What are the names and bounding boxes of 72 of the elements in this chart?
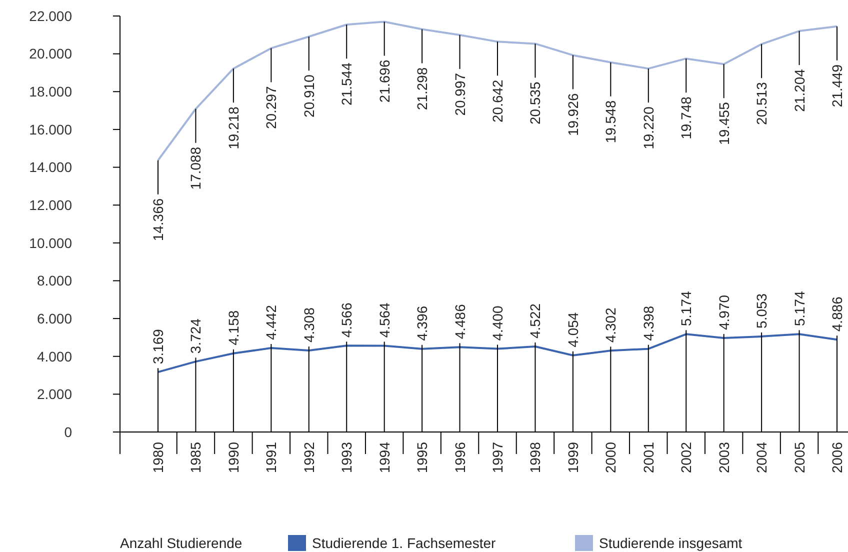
data-label: 21.449 <box>829 64 845 108</box>
data-label: 4.400 <box>490 306 506 341</box>
data-label: 19.548 <box>602 100 619 144</box>
data-label: 4.396 <box>414 306 430 341</box>
x-tick-label: 2005 <box>791 442 808 474</box>
data-label: 19.748 <box>678 96 694 140</box>
y-tick-label: 2.000 <box>36 386 72 402</box>
x-tick-label: 2000 <box>602 442 619 474</box>
data-label: 19.218 <box>225 106 242 150</box>
x-tick-label: 2002 <box>678 442 694 474</box>
x-tick-label: 2006 <box>829 442 845 474</box>
data-label: 4.886 <box>829 296 845 332</box>
data-label: 4.564 <box>376 302 392 338</box>
x-tick-label: 1993 <box>338 442 355 474</box>
data-label: 4.442 <box>263 304 280 340</box>
data-label: 4.486 <box>452 304 468 340</box>
y-tick-label: 22.000 <box>29 8 72 24</box>
data-label: 20.513 <box>754 82 770 125</box>
data-label: 5.053 <box>754 293 770 328</box>
data-label: 19.220 <box>640 106 656 150</box>
data-label: 20.997 <box>452 72 468 116</box>
data-label: 20.535 <box>527 81 544 125</box>
x-tick-label: 1991 <box>263 442 280 474</box>
y-tick-label: 18.000 <box>29 84 72 100</box>
data-label: 19.455 <box>716 102 732 145</box>
data-label: 5.174 <box>791 290 808 326</box>
y-tick-label: 16.000 <box>29 121 72 138</box>
x-tick-label: 2003 <box>716 442 732 474</box>
x-tick-label: 2001 <box>640 442 656 474</box>
data-label: 14.366 <box>150 198 166 242</box>
x-tick-label: 1998 <box>527 442 544 474</box>
data-label: 4.054 <box>564 312 581 348</box>
y-tick-label: 4.000 <box>36 348 72 364</box>
data-label: 3.724 <box>188 318 204 354</box>
data-label: 4.308 <box>300 307 317 343</box>
legend-title: Anzahl Studierende <box>120 534 242 551</box>
data-label: 4.522 <box>527 303 544 338</box>
data-label: 20.297 <box>263 86 280 130</box>
data-label: 4.158 <box>225 310 242 346</box>
legend-label: Studierende 1. Fachsemester <box>312 534 496 551</box>
data-label: 20.910 <box>300 74 317 118</box>
data-label: 21.204 <box>791 68 808 112</box>
data-label: 3.169 <box>150 328 166 364</box>
y-tick-label: 0 <box>64 424 72 440</box>
x-tick-label: 1985 <box>188 442 204 474</box>
y-tick-label: 12.000 <box>29 196 72 213</box>
data-label: 17.088 <box>188 146 204 190</box>
data-label: 4.398 <box>640 306 656 341</box>
x-tick-label: 1997 <box>490 442 506 474</box>
x-tick-label: 2004 <box>754 442 770 474</box>
data-label: 4.302 <box>602 307 619 343</box>
data-label: 21.696 <box>376 60 392 103</box>
data-label: 21.544 <box>338 62 355 106</box>
y-tick-label: 14.000 <box>29 159 72 176</box>
data-label: 19.926 <box>564 93 581 136</box>
x-tick-label: 1995 <box>414 442 430 474</box>
data-label: 21.298 <box>414 67 430 110</box>
x-tick-label: 1994 <box>376 442 392 474</box>
y-tick-label: 6.000 <box>36 310 72 326</box>
x-tick-label: 1999 <box>564 442 581 474</box>
data-label: 20.642 <box>490 79 506 123</box>
x-tick-label: 1980 <box>150 442 166 474</box>
y-tick-label: 10.000 <box>29 234 72 251</box>
x-tick-label: 1996 <box>452 442 468 474</box>
x-tick-label: 1990 <box>225 442 242 474</box>
x-tick-label: 1992 <box>300 442 317 474</box>
y-tick-label: 8.000 <box>36 272 72 289</box>
data-label: 4.566 <box>338 302 355 338</box>
y-tick-label: 20.000 <box>29 46 72 62</box>
legend-label: Studierende insgesamt <box>599 534 742 551</box>
data-label: 4.970 <box>716 294 732 330</box>
data-label: 5.174 <box>678 290 694 326</box>
